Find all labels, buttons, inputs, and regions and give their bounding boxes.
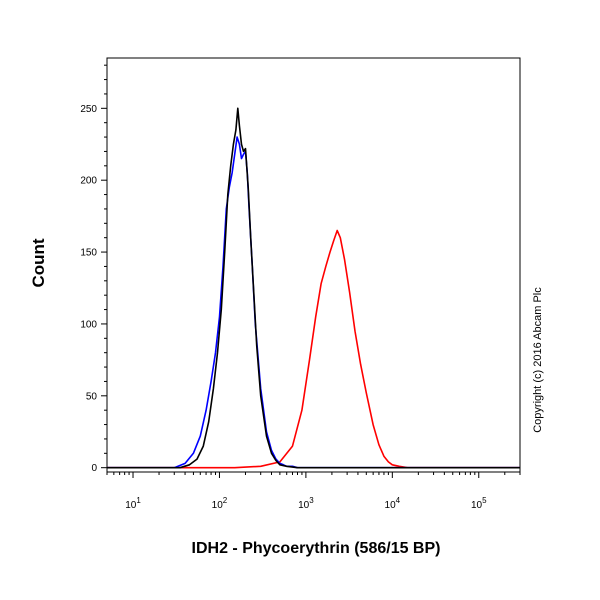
- x-axis-title: IDH2 - Phycoerythrin (586/15 BP): [192, 540, 441, 557]
- y-tick-label: 250: [80, 104, 97, 115]
- y-tick-label: 200: [80, 176, 97, 187]
- x-tick-label: 103: [298, 496, 314, 511]
- copyright-watermark: Copyright (c) 2016 Abcam Plc: [532, 287, 544, 433]
- y-tick-label: 50: [86, 391, 98, 402]
- plot-border: [106, 57, 521, 473]
- series-red-line: [107, 229, 520, 469]
- series-blue-line: [107, 136, 520, 469]
- series-layer: [107, 107, 520, 469]
- y-axis: 0 50 100 150 200 250: [80, 64, 107, 474]
- y-tick-label: 100: [80, 319, 97, 330]
- x-tick-label: 105: [471, 496, 487, 511]
- y-tick-label: 0: [91, 463, 97, 474]
- y-tick-label: 150: [80, 248, 97, 259]
- x-tick-label: 102: [212, 496, 228, 511]
- y-axis-title: Count: [29, 238, 48, 287]
- x-axis: 101 102 103 104 105: [106, 472, 521, 511]
- x-tick-label: 104: [385, 496, 401, 511]
- x-tick-label: 101: [125, 496, 141, 511]
- plot-frame: [106, 57, 521, 473]
- series-black-line: [107, 107, 520, 469]
